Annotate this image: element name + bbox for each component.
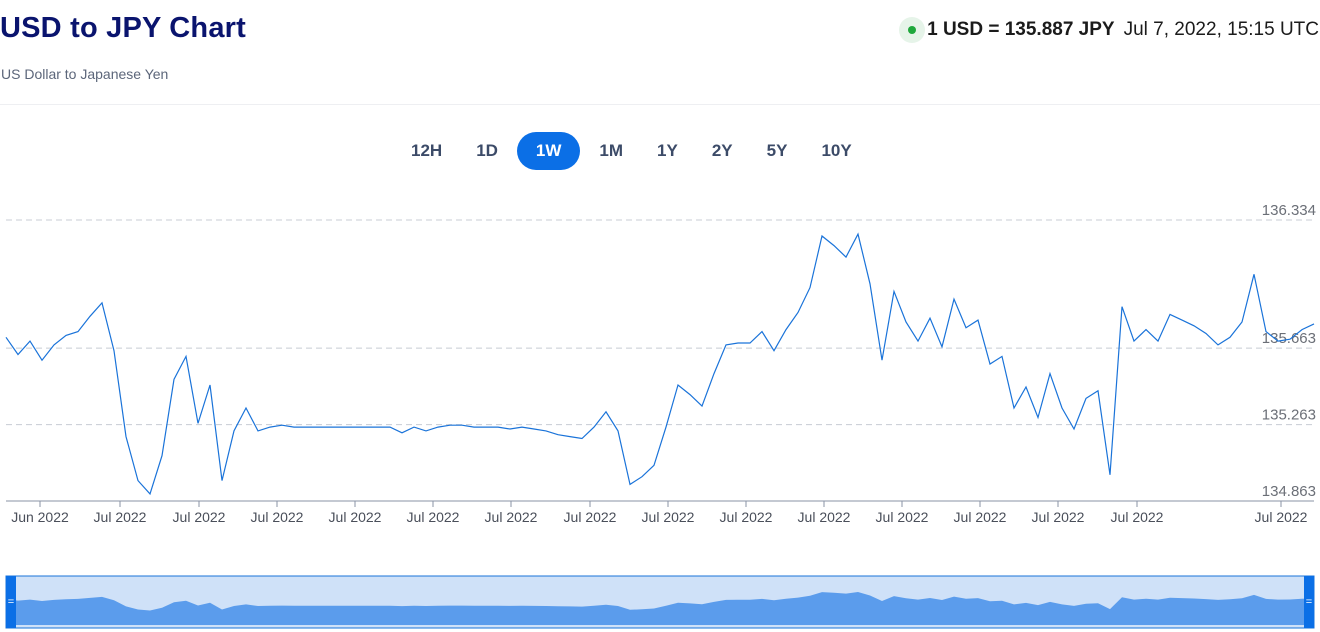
range-button-1d[interactable]: 1D	[461, 132, 513, 170]
x-tick-label: Jul 2022	[94, 509, 147, 525]
x-tick-label: Jul 2022	[798, 509, 851, 525]
range-button-2y[interactable]: 2Y	[697, 132, 748, 170]
navigator-left-handle[interactable]	[6, 576, 16, 628]
right-handle-grip-icon: =	[1306, 596, 1312, 608]
live-rate: 1 USD = 135.887 JPY Jul 7, 2022, 15:15 U…	[899, 17, 1319, 43]
x-tick-label: Jul 2022	[329, 509, 382, 525]
x-tick-label: Jul 2022	[1255, 509, 1308, 525]
left-handle-grip-icon: =	[8, 596, 14, 608]
y-tick-label: 134.863	[1262, 483, 1316, 500]
x-tick-label: Jul 2022	[720, 509, 773, 525]
page-subtitle: US Dollar to Japanese Yen	[1, 66, 169, 82]
x-tick-label: Jul 2022	[642, 509, 695, 525]
x-tick-label: Jun 2022	[11, 509, 69, 525]
range-selector: 12H 1D 1W 1M 1Y 2Y 5Y 10Y	[396, 132, 871, 170]
range-button-1y[interactable]: 1Y	[642, 132, 693, 170]
range-navigator[interactable]: = =	[0, 573, 1320, 632]
x-tick-label: Jul 2022	[1111, 509, 1164, 525]
range-button-1w[interactable]: 1W	[516, 132, 581, 170]
range-button-1m[interactable]: 1M	[584, 132, 638, 170]
rate-value: 1 USD = 135.887 JPY	[927, 19, 1115, 40]
x-tick-label: Jul 2022	[876, 509, 929, 525]
x-tick-label: Jul 2022	[1032, 509, 1085, 525]
x-tick-label: Jul 2022	[251, 509, 304, 525]
x-tick-label: Jul 2022	[485, 509, 538, 525]
x-tick-label: Jul 2022	[564, 509, 617, 525]
range-button-10y[interactable]: 10Y	[806, 132, 866, 170]
page-title: USD to JPY Chart	[0, 12, 246, 44]
header-divider	[0, 104, 1320, 105]
x-tick-label: Jul 2022	[407, 509, 460, 525]
range-button-5y[interactable]: 5Y	[752, 132, 803, 170]
navigator-area	[6, 592, 1314, 625]
x-tick-label: Jul 2022	[173, 509, 226, 525]
range-button-12h[interactable]: 12H	[396, 132, 457, 170]
y-tick-label: 135.263	[1262, 407, 1316, 424]
rate-timestamp: Jul 7, 2022, 15:15 UTC	[1123, 19, 1319, 40]
y-tick-label: 136.334	[1262, 202, 1316, 219]
navigator-right-handle[interactable]	[1304, 576, 1314, 628]
live-status-icon	[899, 17, 926, 43]
x-tick-label: Jul 2022	[954, 509, 1007, 525]
y-tick-label: 135.663	[1262, 330, 1316, 347]
price-chart[interactable]: 136.334 135.663 135.263 134.863 Jun 2022 Jul…	[0, 195, 1320, 535]
series-line-usd-jpy	[5, 232, 1315, 496]
